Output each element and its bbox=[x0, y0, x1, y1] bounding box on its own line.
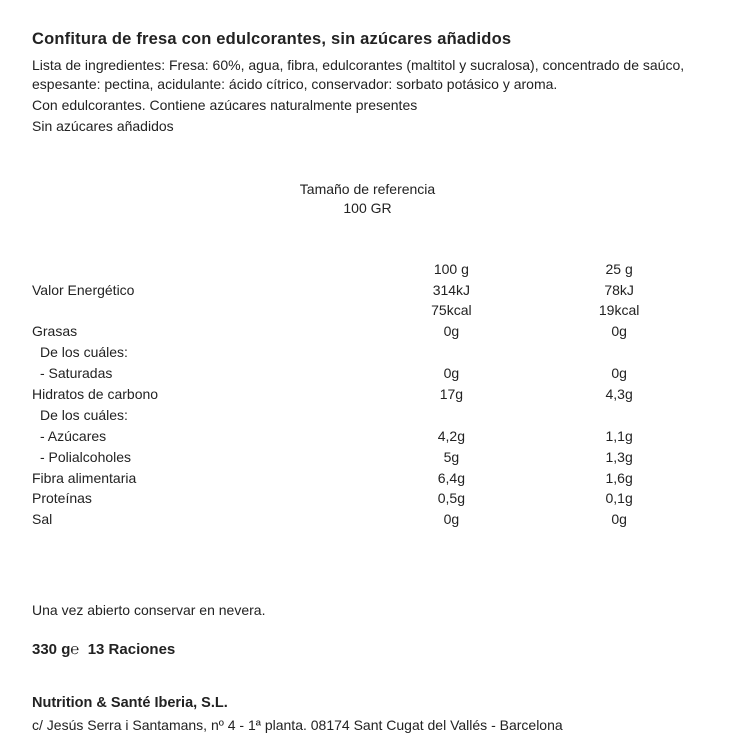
col-header-25g: 25 g bbox=[535, 260, 703, 281]
table-row: Sal0g0g bbox=[32, 510, 703, 531]
weight-servings: 330 g℮ 13 Raciones bbox=[32, 640, 703, 660]
value-25g: 1,3g bbox=[535, 448, 703, 469]
table-row: Grasas0g0g bbox=[32, 322, 703, 343]
company-name: Nutrition & Santé Iberia, S.L. bbox=[32, 694, 703, 714]
value-25g: 4,3g bbox=[535, 385, 703, 406]
table-header-row: 100 g 25 g bbox=[32, 260, 703, 281]
value-100g: 0g bbox=[368, 510, 536, 531]
table-row: Hidratos de carbono17g4,3g bbox=[32, 385, 703, 406]
nutrition-table: 100 g 25 g Valor Energético314kJ78kJ75kc… bbox=[32, 260, 703, 532]
value-25g: 0g bbox=[535, 322, 703, 343]
value-100g bbox=[368, 343, 536, 364]
col-header-100g: 100 g bbox=[368, 260, 536, 281]
nutrient-label: De los cuáles: bbox=[32, 343, 368, 364]
value-25g: 0g bbox=[535, 510, 703, 531]
value-100g: 5g bbox=[368, 448, 536, 469]
value-25g: 1,6g bbox=[535, 469, 703, 490]
value-25g: 0g bbox=[535, 364, 703, 385]
table-row: - Saturadas0g0g bbox=[32, 364, 703, 385]
table-row: 75kcal19kcal bbox=[32, 301, 703, 322]
value-100g bbox=[368, 406, 536, 427]
reference-value: 100 GR bbox=[32, 199, 703, 218]
nutrient-label: De los cuáles: bbox=[32, 406, 368, 427]
value-100g: 314kJ bbox=[368, 281, 536, 302]
company-address: c/ Jesús Serra i Santamans, nº 4 - 1ª pl… bbox=[32, 716, 703, 735]
table-row: - Polialcoholes5g1,3g bbox=[32, 448, 703, 469]
note-no-sugar: Sin azúcares añadidos bbox=[32, 117, 703, 136]
value-100g: 0g bbox=[368, 322, 536, 343]
table-row: Fibra alimentaria6,4g1,6g bbox=[32, 469, 703, 490]
value-25g: 1,1g bbox=[535, 427, 703, 448]
value-100g: 0g bbox=[368, 364, 536, 385]
table-row: Valor Energético314kJ78kJ bbox=[32, 281, 703, 302]
nutrient-label: - Polialcoholes bbox=[32, 448, 368, 469]
note-sweeteners: Con edulcorantes. Contiene azúcares natu… bbox=[32, 96, 703, 115]
nutrient-label: Fibra alimentaria bbox=[32, 469, 368, 490]
nutrient-label: - Saturadas bbox=[32, 364, 368, 385]
value-100g: 17g bbox=[368, 385, 536, 406]
table-row: De los cuáles: bbox=[32, 406, 703, 427]
value-25g: 19kcal bbox=[535, 301, 703, 322]
nutrient-label: Sal bbox=[32, 510, 368, 531]
reference-block: Tamaño de referencia 100 GR bbox=[32, 180, 703, 218]
net-weight: 330 g℮ bbox=[32, 641, 79, 658]
nutrient-label: Grasas bbox=[32, 322, 368, 343]
reference-label: Tamaño de referencia bbox=[32, 180, 703, 199]
value-100g: 6,4g bbox=[368, 469, 536, 490]
nutrient-label: Hidratos de carbono bbox=[32, 385, 368, 406]
table-row: Proteínas0,5g0,1g bbox=[32, 489, 703, 510]
product-title: Confitura de fresa con edulcorantes, sin… bbox=[32, 28, 703, 50]
nutrient-label: - Azúcares bbox=[32, 427, 368, 448]
value-25g bbox=[535, 406, 703, 427]
value-100g: 75kcal bbox=[368, 301, 536, 322]
value-100g: 0,5g bbox=[368, 489, 536, 510]
value-25g: 78kJ bbox=[535, 281, 703, 302]
nutrient-label: Proteínas bbox=[32, 489, 368, 510]
servings: 13 Raciones bbox=[88, 641, 176, 658]
value-25g bbox=[535, 343, 703, 364]
storage-instructions: Una vez abierto conservar en nevera. bbox=[32, 601, 703, 620]
ingredients-text: Lista de ingredientes: Fresa: 60%, agua,… bbox=[32, 56, 703, 94]
value-25g: 0,1g bbox=[535, 489, 703, 510]
table-row: De los cuáles: bbox=[32, 343, 703, 364]
nutrient-label bbox=[32, 301, 368, 322]
value-100g: 4,2g bbox=[368, 427, 536, 448]
nutrient-label: Valor Energético bbox=[32, 281, 368, 302]
table-row: - Azúcares4,2g1,1g bbox=[32, 427, 703, 448]
